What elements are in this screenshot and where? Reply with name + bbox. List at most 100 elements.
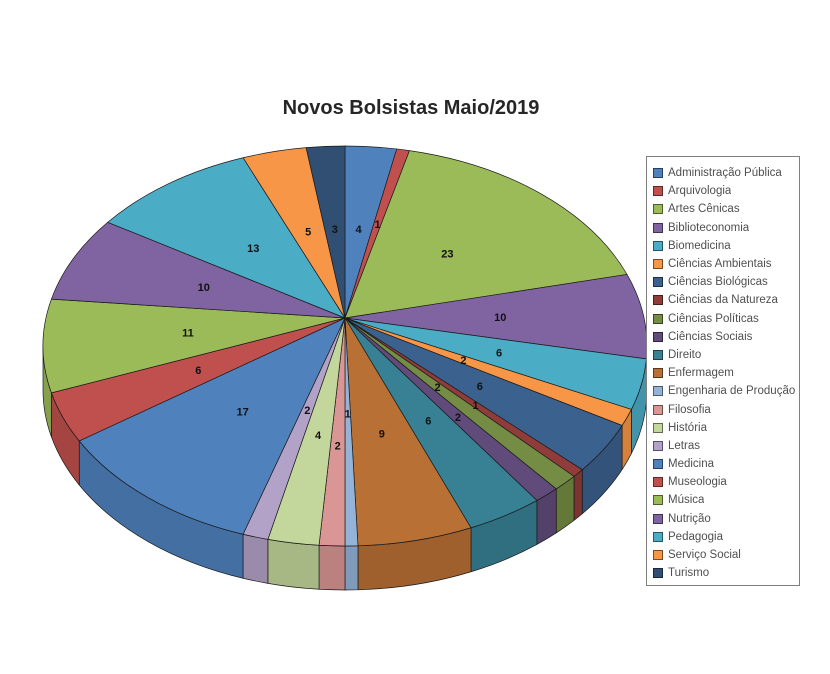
- slice-data-label: 1: [374, 219, 380, 231]
- legend-label: Ciências Sociais: [668, 330, 753, 343]
- legend-swatch: [653, 222, 663, 233]
- legend-item: História: [653, 419, 797, 437]
- chart-title: Novos Bolsistas Maio/2019: [282, 97, 540, 119]
- legend-swatch: [653, 240, 663, 251]
- legend-item: Serviço Social: [653, 546, 797, 564]
- legend-item: Turismo: [653, 564, 797, 582]
- slice-data-label: 3: [332, 224, 338, 236]
- legend-label: Letras: [668, 439, 700, 452]
- slice-data-label: 2: [455, 412, 461, 424]
- legend-label: Enfermagem: [668, 367, 734, 380]
- legend-label: Serviço Social: [668, 549, 741, 562]
- slice-data-label: 9: [379, 429, 385, 441]
- legend-item: Música: [653, 491, 797, 509]
- legend-item: Museologia: [653, 473, 797, 491]
- legend-label: Ciências Biológicas: [668, 276, 768, 289]
- legend-item: Medicina: [653, 455, 797, 473]
- legend-label: Ciências da Natureza: [668, 294, 778, 307]
- legend-swatch: [653, 168, 663, 179]
- slice-data-label: 2: [434, 382, 440, 394]
- legend-item: Biblioteconomia: [653, 219, 797, 237]
- legend-item: Pedagogia: [653, 528, 797, 546]
- legend-swatch: [653, 349, 663, 360]
- legend-swatch: [653, 368, 663, 379]
- legend-item: Direito: [653, 346, 797, 364]
- legend-label: Turismo: [668, 567, 710, 580]
- legend-label: Nutrição: [668, 512, 711, 525]
- pie-slice: [305, 145, 346, 319]
- legend-label: Arquivologia: [668, 185, 732, 198]
- legend-swatch: [653, 531, 663, 542]
- legend-label: Ciências Ambientais: [668, 258, 772, 271]
- legend-item: Administração Pública: [653, 164, 797, 182]
- legend-swatch: [653, 259, 663, 270]
- pie-slice: [78, 317, 346, 535]
- legend-item: Filosofia: [653, 400, 797, 418]
- legend-label: Museologia: [668, 476, 727, 489]
- legend-label: Biomedicina: [668, 239, 731, 252]
- slice-data-label: 17: [237, 406, 249, 418]
- slice-data-label: 11: [182, 328, 194, 340]
- pie-slice-side: [573, 469, 583, 521]
- legend-swatch: [653, 277, 663, 288]
- pie-slice-side: [344, 545, 359, 591]
- slice-data-label: 6: [195, 365, 201, 377]
- legend-swatch: [653, 204, 663, 215]
- legend-swatch: [653, 550, 663, 561]
- legend-swatch: [653, 495, 663, 506]
- legend-swatch: [653, 386, 663, 397]
- slice-data-label: 13: [247, 243, 259, 255]
- slice-data-label: 1: [345, 409, 351, 421]
- legend-item: Nutrição: [653, 510, 797, 528]
- pie-slice: [344, 317, 472, 547]
- slice-data-label: 6: [425, 416, 431, 428]
- legend-label: Pedagogia: [668, 530, 723, 543]
- legend-swatch: [653, 331, 663, 342]
- legend-label: Medicina: [668, 458, 715, 471]
- slice-data-label: 10: [494, 312, 506, 324]
- legend-item: Artes Cênicas: [653, 200, 797, 218]
- legend-label: Administração Pública: [668, 167, 782, 180]
- legend-label: Música: [668, 494, 705, 507]
- legend-label: História: [668, 421, 707, 434]
- legend-swatch: [653, 404, 663, 415]
- pie-slice: [107, 157, 346, 319]
- legend-swatch: [653, 477, 663, 488]
- legend-swatch: [653, 422, 663, 433]
- legend-swatch: [653, 513, 663, 524]
- slice-data-label: 5: [305, 226, 311, 238]
- legend-item: Engenharia de Produção: [653, 382, 797, 400]
- legend-label: Biblioteconomia: [668, 221, 750, 234]
- slice-data-label: 6: [496, 348, 502, 360]
- slice-data-label: 1: [473, 400, 479, 412]
- slice-data-label: 2: [304, 405, 310, 417]
- slice-data-label: 10: [198, 282, 210, 294]
- legend-swatch: [653, 459, 663, 470]
- legend-label: Engenharia de Produção: [668, 385, 796, 398]
- legend-swatch: [653, 313, 663, 324]
- legend-item: Biomedicina: [653, 237, 797, 255]
- legend-swatch: [653, 186, 663, 197]
- pie-slice: [51, 221, 346, 319]
- pie-slice-side: [318, 544, 346, 591]
- legend-item: Ciências Ambientais: [653, 255, 797, 273]
- pie-slice: [42, 298, 346, 394]
- pie-slice-side: [242, 533, 269, 584]
- slice-data-label: 2: [460, 355, 466, 367]
- legend-item: Ciências da Natureza: [653, 291, 797, 309]
- legend-item: Ciências Sociais: [653, 328, 797, 346]
- legend-item: Arquivologia: [653, 182, 797, 200]
- legend-swatch: [653, 568, 663, 579]
- legend-label: Filosofia: [668, 403, 711, 416]
- slice-data-label: 2: [335, 441, 341, 453]
- legend-label: Direito: [668, 348, 702, 361]
- legend-label: Ciências Políticas: [668, 312, 759, 325]
- slice-data-label: 23: [441, 249, 453, 261]
- legend-item: Ciências Políticas: [653, 310, 797, 328]
- legend-item: Enfermagem: [653, 364, 797, 382]
- slice-data-label: 6: [477, 381, 483, 393]
- slice-data-label: 4: [355, 224, 362, 236]
- legend-swatch: [653, 295, 663, 306]
- pie-slice: [344, 150, 628, 319]
